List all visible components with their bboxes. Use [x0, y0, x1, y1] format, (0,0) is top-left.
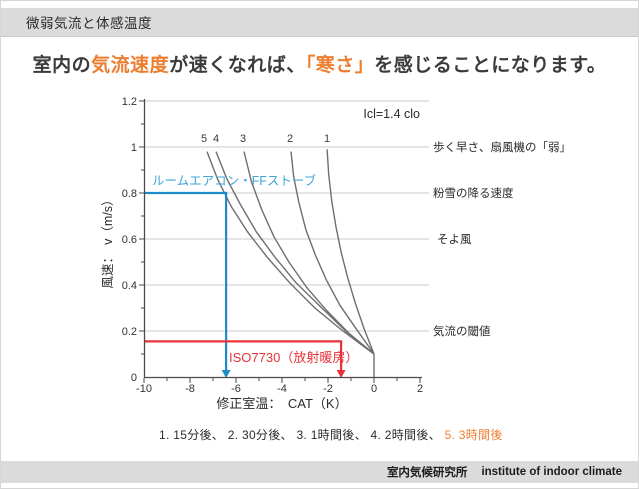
curve-label-3: 3: [240, 133, 246, 145]
slide-title: 微弱気流と体感温度: [26, 16, 152, 31]
heading-accent-airspeed: 気流速度: [91, 55, 170, 76]
y-tick-label: 0.6: [122, 234, 137, 246]
series-curve-2: [290, 151, 375, 355]
x-tick-label: -10: [136, 383, 152, 395]
right-label-airflow-threshold: 気流の閾値: [433, 324, 491, 338]
axis-ticks: [139, 100, 421, 383]
curve-label-4: 4: [213, 133, 219, 145]
x-tick-label: -4: [277, 383, 287, 395]
x-axis-title: 修正室温： CAT（K）: [216, 396, 347, 411]
series-curve-4: [215, 151, 375, 355]
right-label-powder-snow: 粉雪の降る速度: [433, 186, 514, 200]
x-tick-label: 2: [417, 383, 423, 395]
y-axis-title: 風速： v（m/s）: [101, 193, 115, 288]
series-curve-3: [243, 151, 375, 355]
curve-label-1: 1: [324, 133, 330, 145]
reference-lines: [144, 191, 346, 378]
room-aircon-line: [144, 191, 228, 371]
heading-text: 室内の: [32, 55, 92, 76]
main-heading: 室内の気流速度が速くなれば、「寒さ」を感じることになります。: [1, 50, 638, 77]
legend-note-black: 1. 15分後、 2. 30分後、 3. 1時間後、 4. 2時間後、: [159, 428, 445, 442]
y-tick-label: 0.8: [122, 188, 137, 200]
heading-accent-cold: 「寒さ」: [305, 55, 375, 76]
curve-label-5: 5: [201, 133, 207, 145]
room-aircon-label: ルームエアコン・FFストーブ: [152, 173, 317, 188]
y-tick-label: 1.2: [122, 96, 137, 108]
y-tick-label: 0.2: [122, 326, 137, 338]
footer-org-english: institute of indoor climate: [481, 466, 622, 478]
right-label-walking-speed: 歩く早さ、扇風機の「弱」: [433, 140, 571, 154]
series-curve-5: [206, 151, 375, 355]
legend-note-orange: 5. 3時間後: [444, 428, 503, 442]
y-tick-label: 0.4: [122, 280, 137, 292]
y-tick-label: 0: [131, 372, 137, 384]
heading-text: が速くなれば、: [169, 55, 306, 76]
iso7730-label: ISO7730（放射暖房）: [229, 350, 358, 365]
curve-legend-note: 1. 15分後、 2. 30分後、 3. 1時間後、 4. 2時間後、 5. 3…: [159, 426, 503, 443]
heading-text: を感じることになります。: [374, 55, 607, 76]
curve-label-2: 2: [287, 133, 293, 145]
iso7730-line: [144, 340, 343, 371]
x-tick-label: -6: [231, 383, 241, 395]
x-tick-label: 0: [371, 383, 377, 395]
iso7730-arrow-icon: [336, 370, 346, 378]
slide-header-bar: 微弱気流と体感温度: [1, 8, 638, 37]
series-curves: [206, 149, 375, 377]
x-tick-label: -2: [323, 383, 333, 395]
series-curve-1: [326, 149, 375, 355]
x-tick-label: -8: [185, 383, 195, 395]
slide-footer-bar: 室内気候研究所 institute of indoor climate: [1, 461, 638, 483]
footer-org-japanese: 室内気候研究所: [386, 467, 468, 479]
room-aircon-arrow-icon: [221, 370, 231, 378]
right-label-breeze: そよ風: [437, 233, 472, 246]
clo-annotation: Icl=1.4 clo: [363, 107, 420, 121]
y-tick-label: 1: [131, 142, 137, 154]
